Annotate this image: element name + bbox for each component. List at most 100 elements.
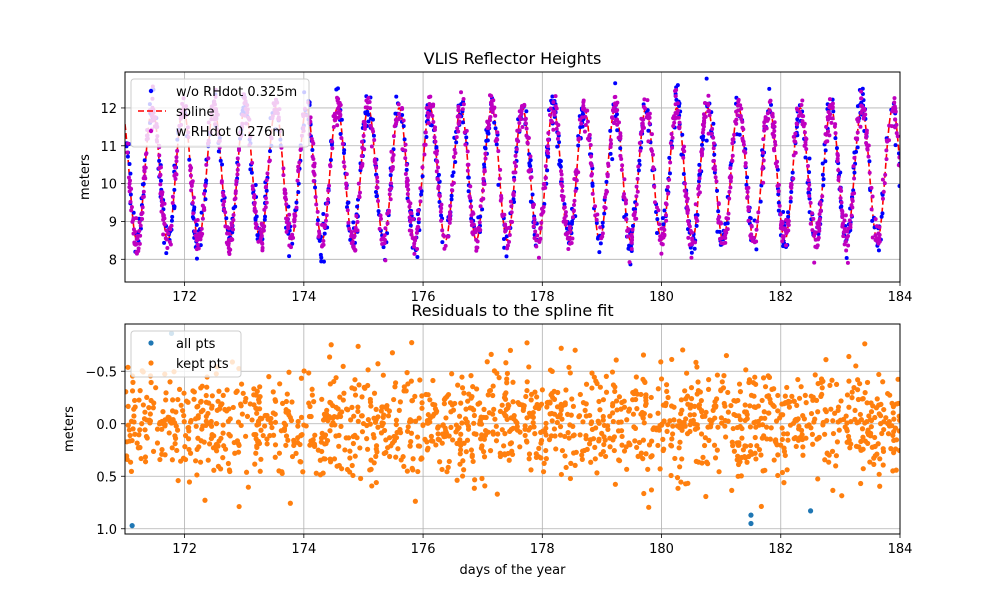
point-kept-pts: [544, 404, 550, 410]
point-with-rhdot: [461, 102, 466, 107]
point-with-rhdot: [315, 209, 320, 214]
point-kept-pts: [419, 455, 425, 462]
point-kept-pts: [624, 466, 630, 472]
point-with-rhdot: [745, 189, 750, 194]
point-kept-pts: [588, 420, 594, 427]
point-with-rhdot: [835, 151, 840, 156]
point-with-rhdot: [231, 227, 236, 232]
point-with-rhdot: [840, 224, 845, 229]
point-with-rhdot: [433, 150, 438, 155]
point-kept-pts: [865, 427, 871, 433]
point-with-rhdot: [629, 234, 634, 239]
point-kept-pts: [705, 386, 712, 392]
point-with-rhdot: [545, 144, 550, 149]
point-without-rhdot: [602, 211, 607, 216]
point-kept-pts: [895, 376, 900, 382]
point-kept-pts: [846, 353, 852, 360]
point-kept-pts: [156, 421, 163, 427]
point-without-rhdot: [839, 204, 844, 209]
point-kept-pts: [206, 441, 213, 447]
point-with-rhdot: [507, 233, 512, 238]
point-with-rhdot: [263, 196, 268, 201]
point-kept-pts: [851, 384, 857, 391]
point-without-rhdot: [788, 199, 793, 204]
point-with-rhdot: [389, 186, 394, 191]
point-kept-pts: [760, 375, 767, 381]
point-without-rhdot: [833, 136, 838, 141]
point-with-rhdot: [369, 144, 374, 149]
point-kept-pts: [723, 352, 730, 359]
point-kept-pts: [159, 426, 165, 432]
point-kept-pts: [660, 436, 666, 442]
point-kept-pts: [747, 403, 753, 409]
point-kept-pts: [364, 446, 371, 452]
point-kept-pts: [818, 393, 824, 399]
point-kept-pts: [838, 398, 844, 404]
point-kept-pts: [365, 417, 371, 423]
point-with-rhdot: [144, 151, 149, 156]
point-without-rhdot: [704, 138, 709, 143]
point-kept-pts: [132, 431, 138, 437]
point-kept-pts: [610, 418, 616, 425]
point-kept-pts: [144, 435, 150, 441]
point-kept-pts: [391, 396, 397, 403]
point-with-rhdot: [443, 243, 448, 248]
point-kept-pts: [380, 404, 386, 410]
point-kept-pts: [235, 441, 242, 447]
point-kept-pts: [568, 460, 574, 466]
point-with-rhdot: [883, 172, 888, 177]
point-kept-pts: [896, 417, 900, 423]
point-with-rhdot: [620, 163, 625, 168]
point-with-rhdot: [827, 103, 832, 108]
point-kept-pts: [695, 388, 702, 395]
point-with-rhdot: [456, 104, 461, 109]
point-with-rhdot: [709, 132, 714, 137]
point-with-rhdot: [526, 169, 531, 174]
point-with-rhdot: [864, 135, 869, 140]
point-kept-pts: [612, 481, 618, 487]
bottom-y-tick-label: 0.0: [96, 418, 117, 433]
point-kept-pts: [636, 439, 643, 446]
point-kept-pts: [348, 417, 354, 423]
point-without-rhdot: [790, 170, 795, 175]
point-with-rhdot: [820, 194, 825, 199]
point-kept-pts: [444, 469, 450, 475]
point-kept-pts: [896, 413, 900, 419]
point-kept-pts: [409, 340, 415, 346]
point-without-rhdot: [502, 245, 507, 250]
point-with-rhdot: [869, 185, 874, 190]
point-with-rhdot: [562, 205, 567, 210]
point-with-rhdot: [513, 170, 518, 175]
point-kept-pts: [589, 385, 595, 391]
point-with-rhdot: [434, 158, 439, 163]
point-kept-pts: [537, 402, 543, 408]
point-without-rhdot: [170, 214, 175, 219]
point-without-rhdot: [767, 86, 772, 91]
point-with-rhdot: [327, 183, 332, 188]
point-with-rhdot: [546, 131, 551, 136]
point-kept-pts: [439, 440, 445, 446]
point-without-rhdot: [194, 222, 199, 227]
point-with-rhdot: [588, 142, 593, 147]
point-kept-pts: [299, 432, 305, 438]
point-with-rhdot: [560, 184, 565, 189]
point-kept-pts: [630, 411, 637, 417]
point-kept-pts: [272, 398, 279, 404]
point-kept-pts: [695, 459, 702, 465]
point-with-rhdot: [125, 141, 130, 146]
point-kept-pts: [268, 420, 274, 426]
point-with-rhdot: [848, 222, 853, 227]
point-kept-pts: [868, 400, 874, 406]
point-kept-pts: [125, 456, 130, 463]
point-kept-pts: [867, 459, 873, 465]
point-with-rhdot: [634, 216, 639, 221]
point-with-rhdot: [730, 158, 735, 163]
point-kept-pts: [743, 367, 749, 373]
point-kept-pts: [132, 397, 138, 404]
point-with-rhdot: [603, 195, 607, 200]
point-kept-pts: [803, 435, 809, 441]
point-with-rhdot: [129, 205, 134, 210]
point-with-rhdot: [487, 93, 492, 98]
point-kept-pts: [427, 397, 433, 403]
point-kept-pts: [430, 438, 436, 444]
